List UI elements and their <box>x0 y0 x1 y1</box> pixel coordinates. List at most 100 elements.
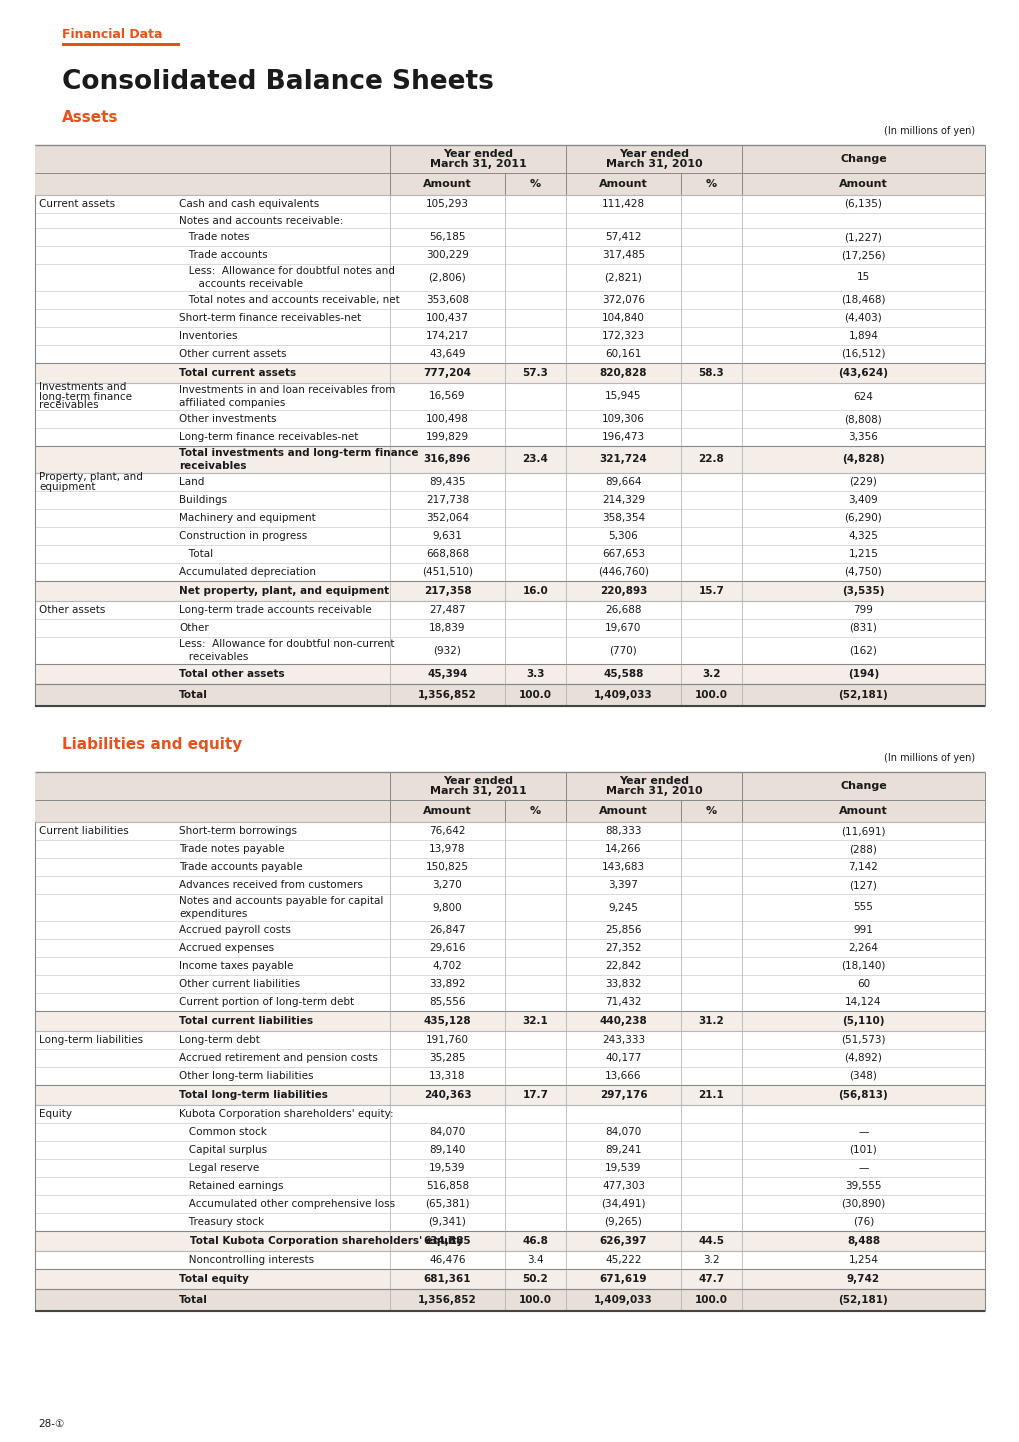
Text: Inventories: Inventories <box>178 332 237 340</box>
Bar <box>62 42 179 46</box>
Bar <box>35 921 984 939</box>
Bar <box>35 1289 984 1311</box>
Text: Total other assets: Total other assets <box>178 669 284 679</box>
Text: Other current assets: Other current assets <box>178 349 286 359</box>
Text: (65,381): (65,381) <box>425 1198 470 1208</box>
Bar <box>35 684 984 707</box>
Text: 60,161: 60,161 <box>604 349 641 359</box>
Text: March 31, 2011: March 31, 2011 <box>429 159 526 169</box>
Text: (770): (770) <box>609 646 637 656</box>
Text: 220,893: 220,893 <box>599 585 646 596</box>
Text: receivables: receivables <box>39 401 99 411</box>
Text: 1,254: 1,254 <box>848 1255 877 1265</box>
Text: 1,894: 1,894 <box>848 332 877 340</box>
Text: 435,128: 435,128 <box>423 1017 471 1027</box>
Text: 19,670: 19,670 <box>604 623 641 633</box>
Bar <box>35 1141 984 1159</box>
Bar <box>35 228 984 247</box>
Text: 7,142: 7,142 <box>848 862 877 872</box>
Bar <box>35 822 984 841</box>
Text: 100.0: 100.0 <box>519 691 551 699</box>
Text: %: % <box>530 806 540 816</box>
Text: (2,806): (2,806) <box>428 273 466 283</box>
Text: %: % <box>530 179 540 189</box>
Text: (229): (229) <box>849 477 876 487</box>
Text: (288): (288) <box>849 844 876 854</box>
Text: 22.8: 22.8 <box>698 454 723 464</box>
Bar <box>35 858 984 875</box>
Text: Current liabilities: Current liabilities <box>39 826 128 836</box>
Text: 799: 799 <box>853 606 872 614</box>
Text: 3.2: 3.2 <box>702 1255 719 1265</box>
Text: Investments in and loan receivables from: Investments in and loan receivables from <box>178 385 395 395</box>
Text: 22,842: 22,842 <box>604 960 641 970</box>
Text: (34,491): (34,491) <box>600 1198 645 1208</box>
Bar <box>35 601 984 619</box>
Text: Total current liabilities: Total current liabilities <box>178 1017 313 1027</box>
Text: Noncontrolling interests: Noncontrolling interests <box>178 1255 314 1265</box>
Text: 14,124: 14,124 <box>845 996 880 1007</box>
Text: 56,185: 56,185 <box>429 232 466 242</box>
Text: Amount: Amount <box>598 806 647 816</box>
Text: Property, plant, and: Property, plant, and <box>39 473 143 483</box>
Text: 100.0: 100.0 <box>694 691 728 699</box>
Text: 13,318: 13,318 <box>429 1071 466 1082</box>
Text: 16,569: 16,569 <box>429 391 466 401</box>
Text: (18,468): (18,468) <box>841 296 884 306</box>
Text: 626,397: 626,397 <box>599 1236 647 1246</box>
Text: Consolidated Balance Sheets: Consolidated Balance Sheets <box>62 69 493 95</box>
Text: —: — <box>857 1128 868 1136</box>
Bar <box>35 562 984 581</box>
Text: (6,135): (6,135) <box>844 199 881 209</box>
Text: long-term finance: long-term finance <box>39 391 131 401</box>
Text: 1,215: 1,215 <box>848 549 877 559</box>
Text: affiliated companies: affiliated companies <box>178 398 285 408</box>
Text: 25,856: 25,856 <box>604 924 641 934</box>
Text: 15,945: 15,945 <box>604 391 641 401</box>
Bar <box>35 247 984 264</box>
Text: (451,510): (451,510) <box>422 567 473 577</box>
Text: 214,329: 214,329 <box>601 495 644 505</box>
Text: Year ended: Year ended <box>619 776 688 786</box>
Text: Long-term liabilities: Long-term liabilities <box>39 1035 143 1045</box>
Text: Total: Total <box>178 549 213 559</box>
Text: 5,306: 5,306 <box>608 531 638 541</box>
Text: 217,738: 217,738 <box>426 495 469 505</box>
Bar <box>35 1213 984 1231</box>
Bar <box>35 446 984 473</box>
Text: 39,555: 39,555 <box>845 1181 880 1191</box>
Text: Less:  Allowance for doubtful non-current: Less: Allowance for doubtful non-current <box>178 639 394 649</box>
Bar <box>35 875 984 894</box>
Bar <box>35 384 984 410</box>
Text: 3.3: 3.3 <box>526 669 544 679</box>
Text: expenditures: expenditures <box>178 910 248 919</box>
Text: (8,808): (8,808) <box>844 414 881 424</box>
Text: 46,476: 46,476 <box>429 1255 466 1265</box>
Text: 15.7: 15.7 <box>698 585 723 596</box>
Text: March 31, 2010: March 31, 2010 <box>605 159 702 169</box>
Text: 105,293: 105,293 <box>426 199 469 209</box>
Text: Short-term finance receivables-net: Short-term finance receivables-net <box>178 313 361 323</box>
Text: (4,403): (4,403) <box>844 313 881 323</box>
Text: (18,140): (18,140) <box>841 960 884 970</box>
Text: 9,742: 9,742 <box>846 1273 879 1283</box>
Text: Other: Other <box>178 623 209 633</box>
Bar <box>35 663 984 684</box>
Text: (101): (101) <box>849 1145 876 1155</box>
Bar <box>35 957 984 975</box>
Text: Change: Change <box>840 154 886 164</box>
Text: 27,487: 27,487 <box>429 606 466 614</box>
Text: Notes and accounts payable for capital: Notes and accounts payable for capital <box>178 895 383 906</box>
Text: Total investments and long-term finance: Total investments and long-term finance <box>178 448 418 457</box>
Text: (2,821): (2,821) <box>604 273 642 283</box>
Bar <box>35 581 984 601</box>
Bar <box>35 1269 984 1289</box>
Text: 243,333: 243,333 <box>601 1035 644 1045</box>
Text: (4,750): (4,750) <box>844 567 881 577</box>
Bar <box>35 309 984 327</box>
Text: 111,428: 111,428 <box>601 199 644 209</box>
Text: 45,222: 45,222 <box>604 1255 641 1265</box>
Text: 671,619: 671,619 <box>599 1273 647 1283</box>
Text: 71,432: 71,432 <box>604 996 641 1007</box>
Text: 777,204: 777,204 <box>423 368 471 378</box>
